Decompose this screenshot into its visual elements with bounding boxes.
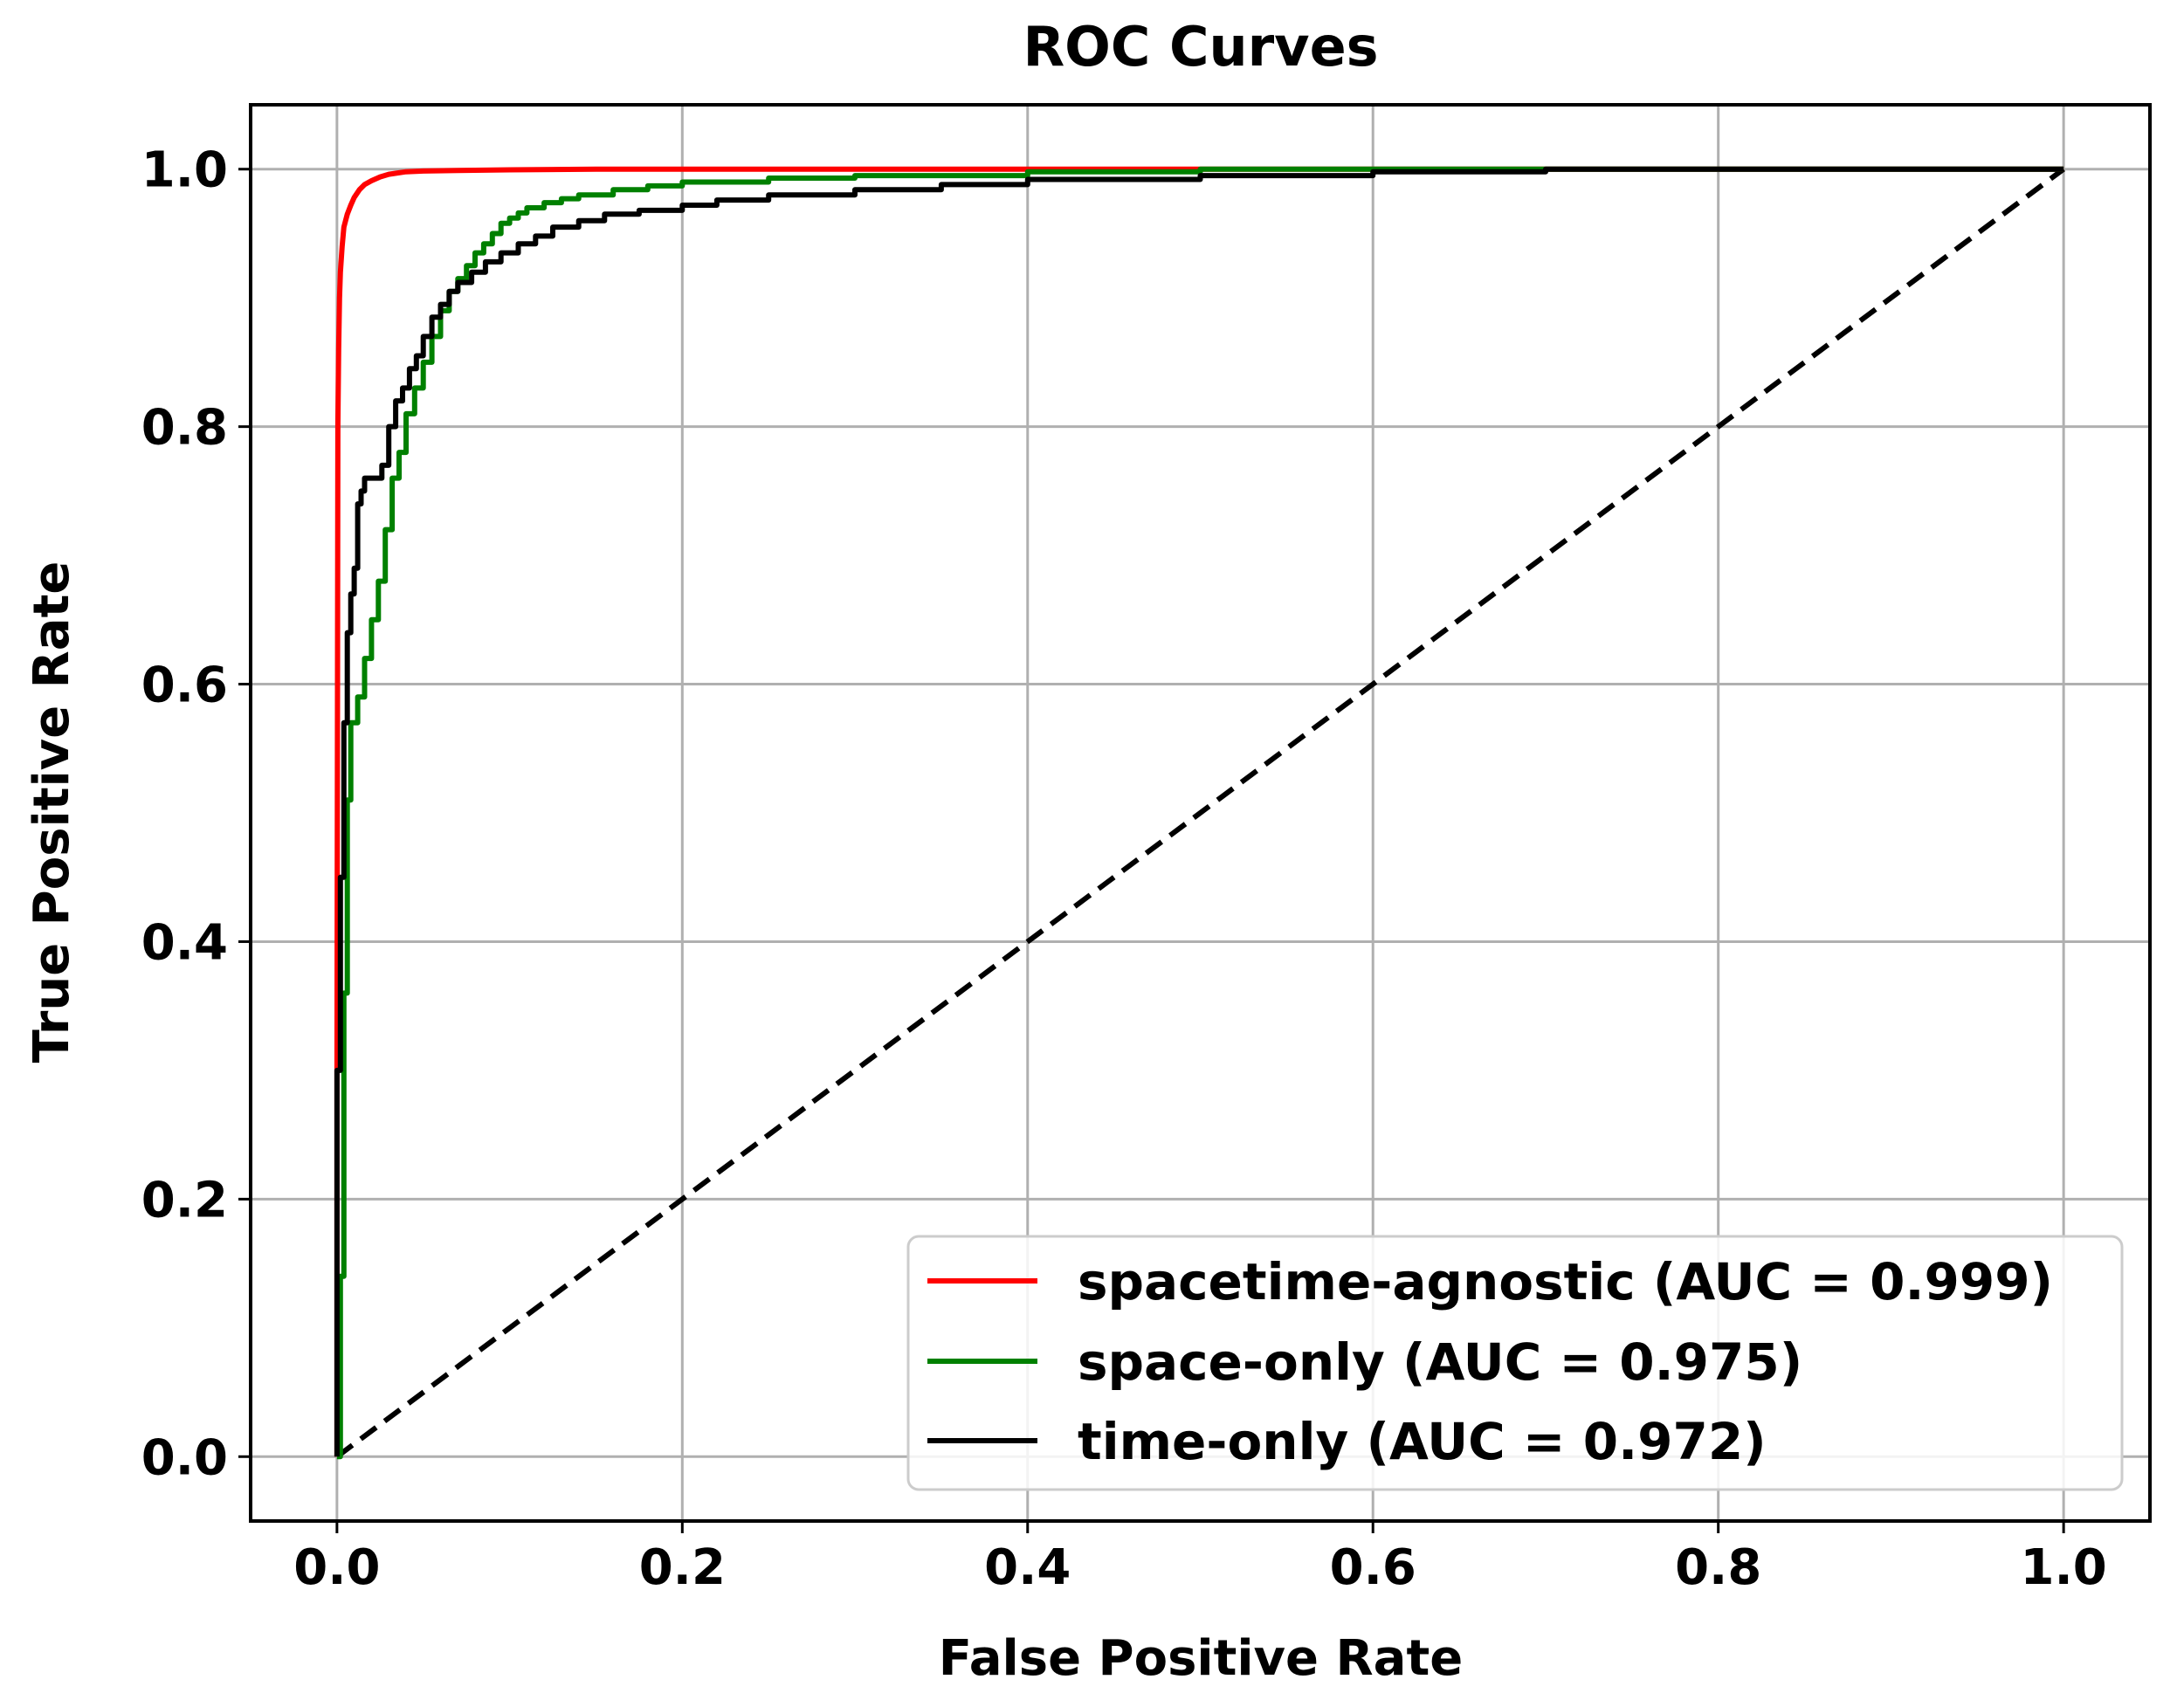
chart-title: ROC Curves (1023, 15, 1378, 79)
x-tick-label: 1.0 (2021, 1539, 2107, 1596)
series-line-spacetime-agnostic (334, 166, 2064, 1457)
legend-label-space-only: space-only (AUC = 0.975) (1078, 1332, 1802, 1392)
tick-layer: 0.0 0.2 0.4 0.6 0.8 1.0 0.0 0.2 0.4 0.6 0.8 1.0 (141, 142, 2107, 1596)
y-axis-label: True Positive Rate (24, 561, 80, 1063)
series-line-time-only (334, 166, 2064, 1457)
x-tick-label: 0.6 (1330, 1539, 1416, 1596)
x-tick-label: 0.0 (293, 1539, 380, 1596)
x-axis-label: False Positive Rate (939, 1630, 1463, 1687)
y-tick-label: 0.2 (141, 1172, 228, 1229)
grid-layer (251, 105, 2150, 1521)
legend-label-time-only: time-only (AUC = 0.972) (1078, 1412, 1767, 1471)
series-layer (334, 166, 2065, 1460)
legend: spacetime-agnostic (AUC = 0.999) space-o… (906, 1235, 2124, 1491)
y-tick-label: 0.4 (141, 914, 228, 971)
series-line-chance (335, 167, 2065, 1459)
x-tick-label: 0.8 (1675, 1539, 1761, 1596)
legend-label-spacetime-agnostic: spacetime-agnostic (AUC = 0.999) (1078, 1252, 2053, 1311)
y-tick-label: 0.6 (141, 657, 228, 714)
x-tick-label: 0.4 (984, 1539, 1071, 1596)
plot-frame (249, 103, 2152, 1523)
y-tick-label: 1.0 (141, 142, 228, 199)
y-tick-label: 0.0 (141, 1429, 228, 1486)
series-line-space-only (336, 166, 2064, 1460)
x-tick-label: 0.2 (639, 1539, 726, 1596)
y-tick-label: 0.8 (141, 400, 228, 457)
legend-box (906, 1235, 2124, 1491)
